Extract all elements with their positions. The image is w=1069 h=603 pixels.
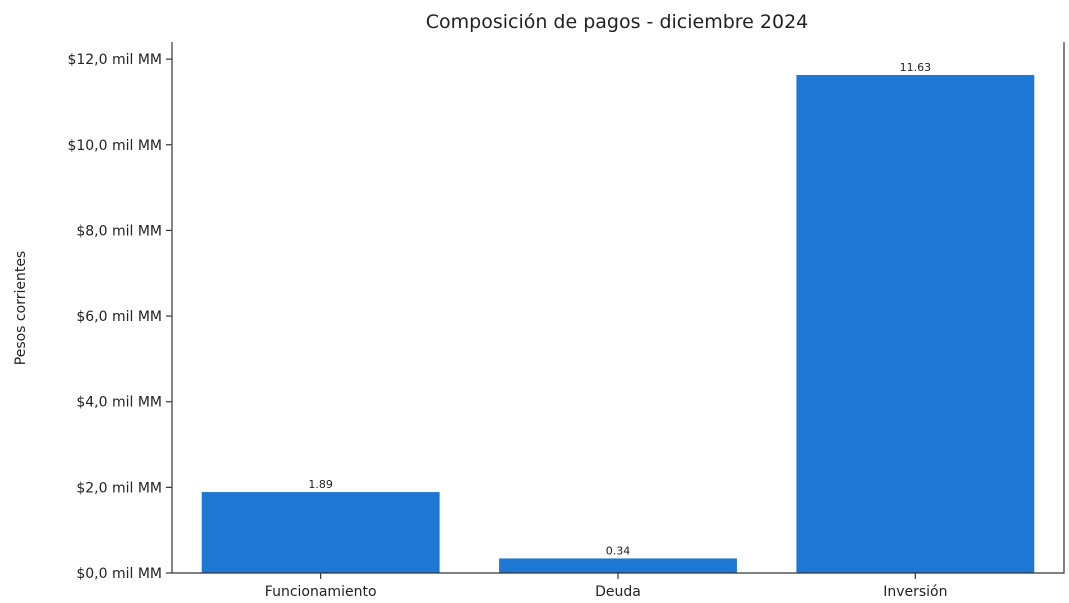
bar-value-label: 11.63 <box>900 61 932 74</box>
bar <box>201 492 440 573</box>
plot-frame <box>171 42 1065 574</box>
bar-value-label: 0.34 <box>606 544 631 557</box>
y-tick-label: $2,0 mil MM <box>76 480 162 496</box>
x-tick-label: Inversión <box>883 584 947 600</box>
y-tick-label: $8,0 mil MM <box>76 223 162 239</box>
bars-group <box>201 74 1035 573</box>
bar <box>796 74 1035 573</box>
bar-value-label: 1.89 <box>308 478 333 491</box>
chart-title: Composición de pagos - diciembre 2024 <box>426 11 809 33</box>
y-tick-label: $4,0 mil MM <box>76 395 162 411</box>
data-labels-group: 1.89 0.34 11.63 <box>308 61 931 557</box>
x-tick-label: Funcionamiento <box>265 584 377 600</box>
y-tick-label: $10,0 mil MM <box>67 138 162 154</box>
y-tick-label: $12,0 mil MM <box>67 52 162 68</box>
y-ticks-group: $0,0 mil MM $2,0 mil MM $4,0 mil MM $6,0 mi… <box>67 52 172 582</box>
x-tick-label: Deuda <box>595 584 641 600</box>
y-tick-label: $6,0 mil MM <box>76 309 162 325</box>
bar <box>499 558 737 573</box>
y-axis-label: Pesos corrientes <box>13 251 29 365</box>
x-ticks-group: Funcionamiento Deuda Inversión <box>265 573 947 600</box>
y-tick-label: $0,0 mil MM <box>76 566 162 582</box>
